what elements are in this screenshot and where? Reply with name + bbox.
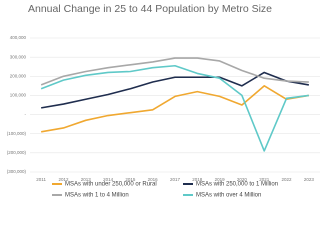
y-tick-label: (300,000) [7,169,27,174]
chart: Annual Change in 25 to 44 Population by … [7,3,320,199]
legend-label: MSAs with over 4 Million [196,193,261,199]
x-tick-label: 2013 [81,177,92,182]
x-tick-label: 2012 [58,177,69,182]
x-tick-label: 2014 [103,177,114,182]
legend-label: MSAs with under 250,000 or Rural [65,182,157,188]
series-line [41,85,309,133]
series-line [40,57,309,86]
series-line [41,71,309,109]
x-tick-label: 2020 [237,177,248,182]
series-line [40,64,309,152]
x-tick-label: 2023 [304,177,315,182]
x-tick-label: 2018 [192,177,203,182]
y-tick-label: 400,000 [10,35,27,40]
y-tick-label: 300,000 [10,54,27,59]
x-tick-label: 2017 [170,177,181,182]
y-tick-label: - [25,112,27,117]
x-tick-label: 2021 [259,177,270,182]
legend-label: MSAs with 250,000 to 1 Million [196,182,278,188]
chart-title: Annual Change in 25 to 44 Population by … [28,3,272,15]
x-tick-label: 2016 [148,177,159,182]
y-tick-label: 100,000 [10,93,27,98]
x-tick-label: 2015 [125,177,136,182]
x-tick-label: 2011 [36,177,46,182]
y-tick-label: 200,000 [10,73,27,78]
x-tick-label: 2019 [215,177,226,182]
legend-label: MSAs with 1 to 4 Million [65,193,129,199]
y-tick-label: (100,000) [7,131,27,136]
y-tick-label: (200,000) [7,150,27,155]
x-tick-label: 2022 [282,177,293,182]
